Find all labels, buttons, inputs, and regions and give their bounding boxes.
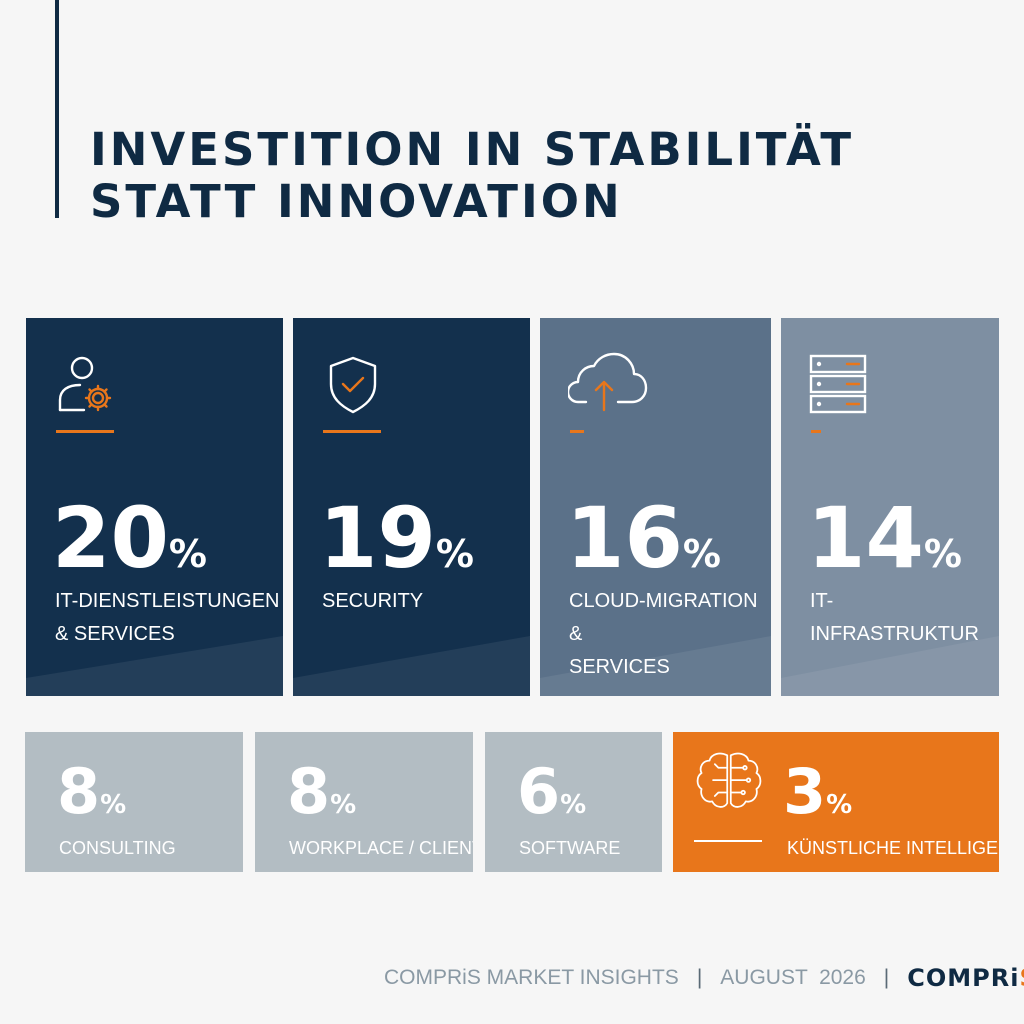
white-rule	[694, 840, 762, 842]
orange-rule	[570, 430, 584, 433]
stat-value: 8%	[287, 755, 357, 828]
page-title: INVESTITION IN STABILITÄT STATT INNOVATI…	[90, 124, 854, 228]
brain-circuit-icon	[696, 752, 762, 808]
stat-value: 6%	[517, 755, 587, 828]
stat-tile-ai: 3% KÜNSTLICHE INTELLIGENZ	[673, 732, 999, 872]
stat-tile-infrastructure: 14% IT-INFRASTRUKTUR	[781, 318, 999, 696]
stat-label: IT-INFRASTRUKTUR	[810, 590, 979, 645]
stat-label: WORKPLACE / CLIENTS	[289, 838, 473, 858]
title-line-1: INVESTITION IN STABILITÄT	[90, 123, 855, 176]
footer-source: COMPRiS MARKET INSIGHTS	[384, 966, 679, 989]
server-rack-icon	[809, 354, 867, 414]
stat-tile-cloud: 16% CLOUD-MIGRATION & SERVICES	[540, 318, 771, 696]
footer-separator: |	[883, 966, 890, 989]
stat-tile-it-services: 20% IT-DIENSTLEISTUNGEN & SERVICES	[26, 318, 283, 696]
stat-tile-software: 6% SOFTWARE	[485, 732, 662, 872]
stat-value: 14%	[807, 489, 962, 587]
orange-rule	[56, 430, 114, 433]
stat-value: 3%	[783, 755, 853, 828]
title-accent-bar	[55, 0, 59, 218]
footer-date: AUGUST 2026	[720, 966, 866, 989]
stat-tile-security: 19% SECURITY	[293, 318, 530, 696]
user-gear-icon	[58, 356, 112, 412]
footer-separator: |	[696, 966, 703, 989]
compris-logo: COMPRiS	[907, 964, 1024, 992]
stat-value: 16%	[566, 489, 721, 587]
stat-tile-consulting: 8% CONSULTING	[25, 732, 243, 872]
stat-tile-workplace: 8% WORKPLACE / CLIENTS	[255, 732, 473, 872]
cloud-upload-icon	[568, 352, 648, 412]
stat-value: 8%	[57, 755, 127, 828]
stat-label: KÜNSTLICHE INTELLIGENZ	[787, 838, 999, 858]
stat-label: SOFTWARE	[519, 838, 621, 858]
stat-label: CONSULTING	[59, 838, 176, 858]
stat-label: IT-DIENSTLEISTUNGEN & SERVICES	[55, 590, 280, 645]
footer: COMPRiS MARKET INSIGHTS | AUGUST 2026 | …	[384, 958, 1024, 998]
title-line-2: STATT INNOVATION	[90, 175, 623, 228]
stat-value: 20%	[52, 489, 207, 587]
shield-check-icon	[329, 356, 377, 414]
orange-rule	[323, 430, 381, 433]
stat-label: CLOUD-MIGRATION & SERVICES	[569, 590, 758, 678]
orange-rule	[811, 430, 821, 433]
stat-label: SECURITY	[322, 590, 424, 612]
stat-value: 19%	[319, 489, 474, 587]
